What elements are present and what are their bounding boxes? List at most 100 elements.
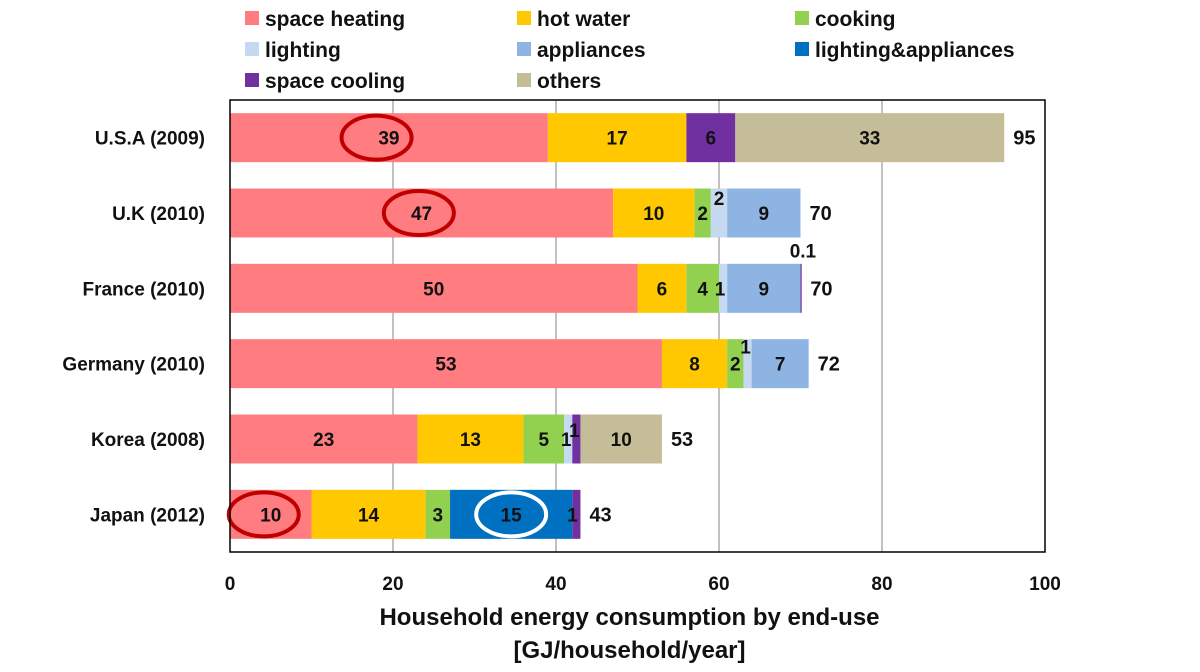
bar-japan-2012-cooking	[425, 489, 451, 539]
x-tick-0: 0	[225, 574, 236, 595]
data-label-france-2010-cooking: 4	[697, 279, 708, 300]
highlight-ring-japan-2012-lighting-appliances	[474, 490, 549, 539]
data-label-germany-2010-space-heating: 53	[435, 355, 456, 376]
legend-label-appliances: appliances	[537, 39, 646, 62]
bar-u-s-a-2009-hot-water	[547, 113, 687, 163]
data-label-u-k-2010-appliances: 9	[759, 204, 770, 225]
total-u-k-2010: 70	[810, 203, 832, 225]
legend-label-space-heating: space heating	[265, 8, 405, 31]
data-label-japan-2012-space-cooling: 1	[567, 505, 578, 526]
data-label-japan-2012-space-heating: 10	[260, 505, 281, 526]
data-label-germany-2010-cooking: 2	[730, 355, 741, 376]
legend-swatch-hot-water	[517, 11, 531, 25]
bar-france-2010-cooking	[686, 263, 719, 313]
highlight-rings	[226, 113, 549, 539]
legend-swatch-space-heating	[245, 11, 259, 25]
bar-u-k-2010-lighting	[710, 188, 728, 238]
legend-swatch-cooking	[795, 11, 809, 25]
data-label-france-2010-space-heating: 50	[423, 279, 444, 300]
total-france-2010: 70	[810, 278, 832, 300]
data-label-u-k-2010-cooking: 2	[697, 204, 708, 225]
legend-swatch-lighting-appliances	[795, 42, 809, 56]
data-label-u-k-2010-hot-water: 10	[643, 204, 664, 225]
bars	[230, 113, 1005, 539]
data-label-korea-2008-space-cooling: 1	[569, 421, 580, 442]
total-korea-2008: 53	[671, 429, 693, 451]
category-label-germany-2010: Germany (2010)	[62, 355, 205, 376]
bar-japan-2012-hot-water	[311, 489, 426, 539]
bar-u-k-2010-cooking	[694, 188, 711, 238]
plot-area-frame	[229, 99, 1046, 553]
gridlines	[392, 100, 883, 552]
bar-u-s-a-2009-space-heating	[230, 113, 548, 163]
x-axis-title-line-1: Household energy consumption by end-use	[379, 604, 879, 631]
legend-label-lighting: lighting	[265, 39, 341, 62]
data-label-germany-2010-hot-water: 8	[689, 355, 700, 376]
data-label-france-2010-lighting: 1	[715, 279, 726, 300]
bar-germany-2010-lighting	[743, 339, 752, 389]
data-label-france-2010-appliances: 9	[759, 279, 770, 300]
bar-korea-2008-space-heating	[230, 414, 418, 464]
x-tick-80: 80	[871, 574, 892, 595]
data-label-japan-2012-lighting-appliances: 15	[501, 505, 523, 526]
category-label-u-s-a-2009: U.S.A (2009)	[95, 129, 205, 150]
x-tick-60: 60	[708, 574, 729, 595]
data-label-u-s-a-2009-space-heating: 39	[378, 129, 399, 150]
bar-germany-2010-space-heating	[230, 339, 662, 389]
x-tick-40: 40	[545, 574, 566, 595]
legend-swatch-lighting	[245, 42, 259, 56]
data-label-japan-2012-hot-water: 14	[358, 505, 380, 526]
bar-germany-2010-appliances	[751, 339, 809, 389]
data-label-korea-2008-hot-water: 13	[460, 430, 481, 451]
bar-france-2010-lighting	[719, 263, 728, 313]
x-axis-title: Household energy consumption by end-use […	[379, 604, 879, 664]
bar-japan-2012-space-cooling	[572, 489, 581, 539]
legend-swatch-space-cooling	[245, 73, 259, 87]
category-label-france-2010: France (2010)	[82, 279, 205, 300]
data-label-u-k-2010-lighting: 2	[714, 189, 725, 210]
bar-korea-2008-hot-water	[417, 414, 524, 464]
bar-france-2010-space-heating	[230, 263, 638, 313]
category-labels: U.S.A (2009) U.K (2010) France (2010) Germa…	[62, 129, 205, 527]
bar-france-2010-hot-water	[637, 263, 687, 313]
legend-label-space-cooling: space cooling	[265, 70, 405, 93]
bar-u-s-a-2009-space-cooling	[686, 113, 736, 163]
data-label-germany-2010-lighting: 1	[740, 338, 751, 359]
data-label-korea-2008-others: 10	[611, 430, 632, 451]
bar-germany-2010-cooking	[727, 339, 744, 389]
data-label-u-k-2010-space-heating: 47	[411, 204, 432, 225]
bar-u-s-a-2009-others	[735, 113, 1005, 163]
legend-label-hot-water: hot water	[537, 8, 630, 31]
category-label-u-k-2010: U.K (2010)	[112, 204, 205, 225]
data-label-korea-2008-space-heating: 23	[313, 430, 334, 451]
data-label-germany-2010-appliances: 7	[775, 355, 786, 376]
bar-germany-2010-hot-water	[661, 339, 728, 389]
data-label-japan-2012-cooking: 3	[433, 505, 444, 526]
x-tick-labels: 0 20 40 60 80 100	[225, 574, 1061, 595]
data-label-u-s-a-2009-space-cooling: 6	[706, 129, 717, 150]
total-germany-2010: 72	[818, 354, 840, 376]
bar-korea-2008-others	[580, 414, 662, 464]
data-label-france-2010-space-cooling: 0.1	[790, 241, 817, 262]
x-tick-20: 20	[382, 574, 403, 595]
bar-u-k-2010-hot-water	[613, 188, 695, 238]
x-axis-title-line-2: [GJ/household/year]	[513, 637, 745, 664]
highlight-ring-japan-2012-space-heating	[226, 490, 301, 539]
legend-swatch-others	[517, 73, 531, 87]
bar-korea-2008-cooking	[523, 414, 565, 464]
category-label-japan-2012: Japan (2012)	[90, 505, 205, 526]
bar-korea-2008-lighting	[564, 414, 573, 464]
highlight-ring-u-k-2010-space-heating	[381, 189, 456, 237]
category-label-korea-2008: Korea (2008)	[91, 430, 205, 451]
bar-korea-2008-space-cooling	[572, 414, 581, 464]
x-tick-100: 100	[1029, 574, 1061, 595]
legend-label-cooking: cooking	[815, 8, 896, 31]
legend: space heating hot water cooking lighting app…	[245, 8, 1015, 93]
data-label-france-2010-hot-water: 6	[657, 279, 668, 300]
bar-france-2010-space-cooling	[800, 263, 802, 313]
bar-u-k-2010-space-heating	[230, 188, 614, 238]
data-label-u-s-a-2009-hot-water: 17	[607, 129, 628, 150]
highlight-ring-u-s-a-2009-space-heating	[339, 113, 414, 162]
